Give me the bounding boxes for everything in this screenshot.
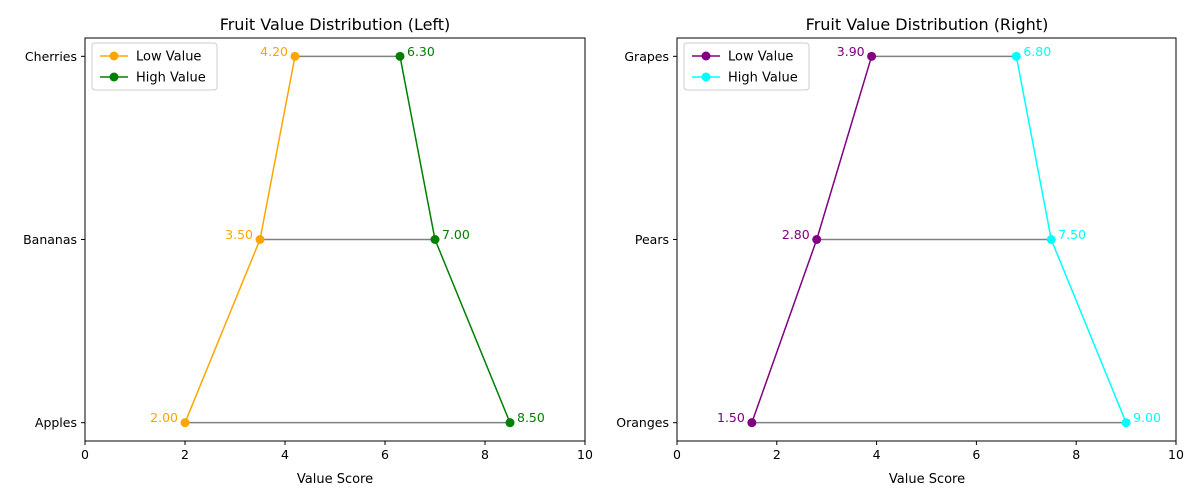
right-chart-data-label-low: 2.80 [782, 227, 810, 242]
right-chart-data-label-low: 1.50 [717, 410, 745, 425]
right-chart-xtick-label: 2 [773, 447, 781, 462]
left-chart-data-label-low: 2.00 [150, 410, 178, 425]
left-chart-xtick-label: 0 [81, 447, 89, 462]
left-chart-xtick-label: 6 [381, 447, 389, 462]
left-chart-point-low [255, 235, 265, 244]
left-chart-legend-marker-low [109, 51, 119, 61]
left-chart-xlabel: Value Score [297, 472, 373, 487]
left-chart-point-low [180, 418, 190, 428]
right-chart-ytick-label: Pears [635, 232, 669, 247]
right-chart-xtick-label: 6 [972, 447, 980, 462]
left-chart-ytick-label: Apples [35, 415, 77, 430]
right-chart-ytick-label: Grapes [624, 49, 669, 64]
right-chart-xtick-label: 10 [1168, 447, 1184, 462]
right-chart-legend-box [683, 42, 810, 91]
right-chart-data-label-high: 9.00 [1133, 410, 1161, 425]
left-chart-data-label-high: 8.50 [517, 410, 545, 425]
left-chart-xtick-label: 8 [481, 447, 489, 462]
right-chart-data-label-high: 6.80 [1023, 44, 1051, 59]
left-chart-xtick-label: 2 [181, 447, 189, 462]
right-chart-xlabel: Value Score [889, 472, 965, 487]
right-chart-xtick-label: 0 [673, 447, 681, 462]
left-chart-legend-label-low: Low Value [136, 50, 201, 65]
left-chart-point-low [290, 51, 300, 61]
left-chart-ytick-label: Cherries [25, 49, 77, 64]
left-chart: Fruit Value Distribution (Left) Value Sc… [23, 15, 593, 487]
right-chart-data-label-low: 3.90 [837, 44, 865, 59]
left-chart-legend-box [91, 42, 218, 91]
right-chart-point-low [867, 51, 877, 61]
right-chart: Fruit Value Distribution (Right) Value S… [616, 15, 1184, 487]
right-chart-point-low [747, 418, 757, 428]
left-chart-legend-marker-high [109, 72, 119, 82]
left-chart-legend-label-high: High Value [136, 71, 206, 86]
right-chart-point-high [1011, 51, 1021, 61]
right-chart-legend-marker-low [701, 51, 711, 61]
right-chart-xtick-label: 8 [1072, 447, 1080, 462]
right-chart-title: Fruit Value Distribution (Right) [806, 15, 1049, 34]
right-chart-legend-label-high: High Value [728, 71, 798, 86]
left-chart-xtick-label: 4 [281, 447, 289, 462]
right-chart-data-label-high: 7.50 [1058, 227, 1086, 242]
left-chart-point-high [505, 418, 515, 428]
left-chart-data-label-low: 3.50 [225, 227, 253, 242]
left-chart-title: Fruit Value Distribution (Left) [220, 15, 451, 34]
left-chart-xtick-label: 10 [577, 447, 593, 462]
left-chart-data-label-high: 7.00 [442, 227, 470, 242]
left-chart-point-high [430, 235, 440, 244]
left-chart-ytick-label: Bananas [23, 232, 77, 247]
right-chart-legend-marker-high [701, 72, 711, 82]
left-chart-point-high [395, 51, 405, 61]
left-chart-data-label-high: 6.30 [407, 44, 435, 59]
right-chart-point-low [812, 235, 822, 244]
right-chart-xtick-label: 4 [873, 447, 881, 462]
right-chart-point-high [1046, 235, 1056, 244]
left-chart-data-label-low: 4.20 [260, 44, 288, 59]
right-chart-point-high [1121, 418, 1131, 428]
right-chart-ytick-label: Oranges [616, 415, 669, 430]
right-chart-legend-label-low: Low Value [728, 50, 793, 65]
